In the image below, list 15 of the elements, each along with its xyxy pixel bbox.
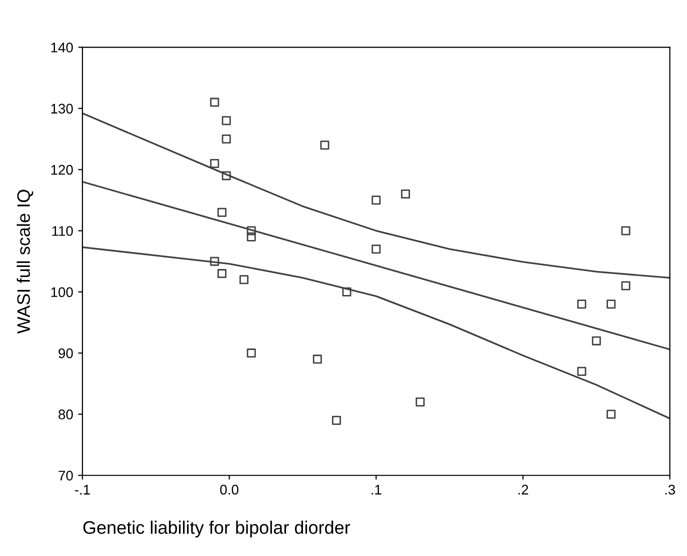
y-tick-label: 90 [58, 348, 73, 358]
y-tick-label: 110 [52, 226, 73, 236]
y-tick-label: 120 [51, 164, 73, 175]
x-tick-label: 0.0 [220, 484, 238, 495]
y-tick-label: 130 [51, 104, 73, 114]
x-axis-title: Genetic liability for bipolar diorder [83, 520, 350, 538]
x-tick-label: .2 [518, 484, 528, 494]
x-tick-label: .3 [665, 484, 676, 495]
y-tick-label: 100 [51, 287, 73, 298]
y-axis-title: WASI full scale IQ [16, 190, 34, 334]
y-tick-label: 70 [58, 470, 73, 481]
y-tick-label: 80 [58, 410, 73, 420]
y-tick-label: 140 [51, 42, 73, 52]
x-tick-label: -.1 [74, 484, 90, 494]
x-tick-label: .1 [372, 484, 382, 494]
